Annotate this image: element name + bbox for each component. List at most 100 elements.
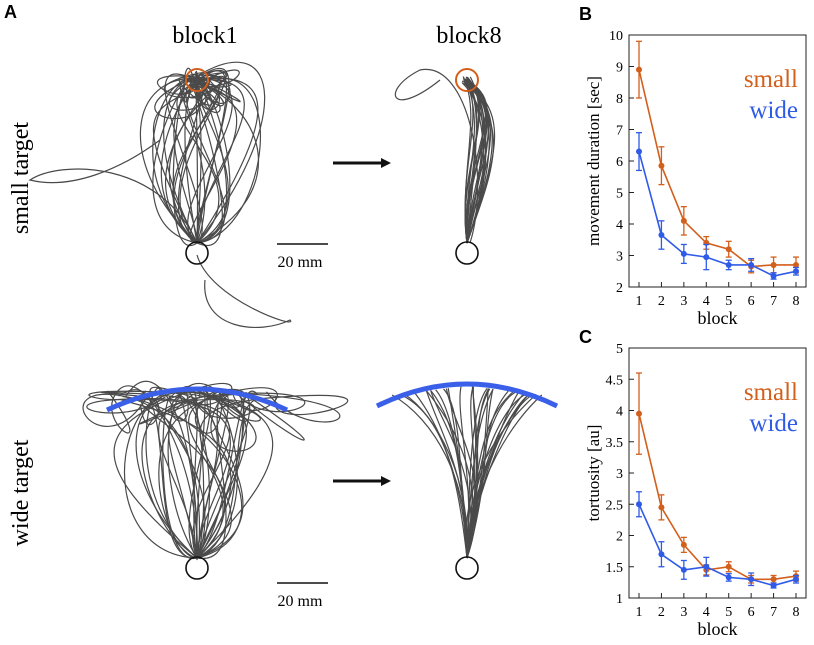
trajectory-path [413,391,468,559]
x-tick-label: 6 [748,294,755,309]
trajectory-path [164,73,241,244]
data-point-wide [636,501,642,508]
y-tick-label: 2 [616,281,623,296]
y-tick-label: 1 [616,592,623,607]
series-line-small [638,69,796,268]
y-tick-label: 3 [616,250,623,265]
data-point-wide [748,576,755,583]
series-line-wide [638,503,797,587]
y-tick-label: 3.5 [606,436,624,451]
data-point-small [636,66,642,73]
trajectory-path [394,69,479,244]
trajectory-path [194,389,245,559]
trajectory-path [135,391,261,559]
trajectory-path [465,80,485,244]
trajectory-path [466,391,520,559]
trajectory-path [466,392,529,559]
data-point-wide [748,261,755,268]
x-tick-label: 4 [703,605,710,620]
data-point-wide [725,574,732,581]
trajectory-path [196,77,245,244]
trajectory-path [196,398,263,559]
y-tick-label: 8 [616,92,623,107]
x-tick-label: 6 [748,605,755,620]
data-point-wide [680,566,687,573]
x-tick-label: 1 [636,605,643,620]
data-point-wide [725,261,732,268]
data-point-wide [770,272,777,279]
small-target-block8 [455,68,479,92]
trajectories-block1-wide [82,380,349,561]
data-point-small [658,504,665,511]
legend-wide: wide [749,97,798,124]
data-point-wide [793,576,799,583]
x-tick-label: 3 [680,605,687,620]
trajectories-block8-small [394,69,496,244]
panel-label-c: C [579,327,592,347]
trajectory-path [28,139,198,244]
trajectory-path [196,254,292,329]
y-axis-label: movement duration [sec] [584,76,603,246]
data-point-small [770,261,777,268]
y-tick-label: 5 [616,187,623,202]
data-point-small [770,576,777,583]
wide-target-arc-block1 [105,386,289,413]
legend-small: small [744,379,798,406]
trajectory-path [152,76,231,244]
y-tick-label: 4.5 [606,373,624,388]
x-tick-label: 4 [703,294,710,309]
series-line-small [638,413,797,581]
trajectories-block1-small [28,61,292,329]
trajectory-path [141,399,256,559]
trajectory-path [464,83,474,244]
x-tick-label: 3 [680,294,687,309]
x-axis-label: block [698,619,738,639]
panel-label-b: B [579,4,592,24]
legend-small: small [744,66,798,93]
data-point-small [680,217,687,224]
y-tick-label: 3 [616,467,623,482]
x-tick-label: 5 [725,294,732,309]
x-tick-label: 8 [793,294,800,309]
start-circle-block8-wide [455,556,479,580]
data-point-small [793,261,799,268]
y-tick-label: 5 [616,342,623,357]
trajectory-path [152,78,201,244]
x-axis-label: block [698,308,738,328]
data-point-wide [636,148,642,155]
data-point-wide [703,254,710,261]
x-tick-label: 1 [636,294,643,309]
legend-wide: wide [749,410,798,437]
scale-bar-label-small: 20 mm [278,254,323,271]
x-tick-label: 5 [725,605,732,620]
y-axis-label: tortuosity [au] [584,425,603,522]
data-point-small [636,410,642,417]
trajectory-path [168,72,228,244]
trajectory-path [163,71,212,244]
trajectory-path [465,81,487,244]
data-point-small [658,162,665,169]
trajectory-path [403,393,468,559]
row-label-wide-target: wide target [8,439,34,546]
trajectory-path [179,79,221,244]
y-tick-label: 6 [616,155,623,170]
trajectory-path [466,83,488,244]
y-tick-label: 1.5 [606,561,624,576]
y-tick-label: 2 [616,530,623,545]
data-point-wide [770,582,777,589]
column-label-block1: block1 [172,23,237,49]
trajectory-path [466,393,530,559]
trajectory-path [183,67,202,244]
x-tick-label: 2 [658,294,665,309]
data-point-wide [658,232,665,239]
series-line-wide [638,151,797,277]
wide-target-arc-block8 [375,381,559,409]
trajectories-block8-wide [391,386,543,559]
trajectory-path [196,390,229,559]
row-label-small-target: small target [8,122,34,235]
data-point-small [725,563,732,570]
data-point-wide [658,551,665,558]
data-point-small [725,246,732,253]
